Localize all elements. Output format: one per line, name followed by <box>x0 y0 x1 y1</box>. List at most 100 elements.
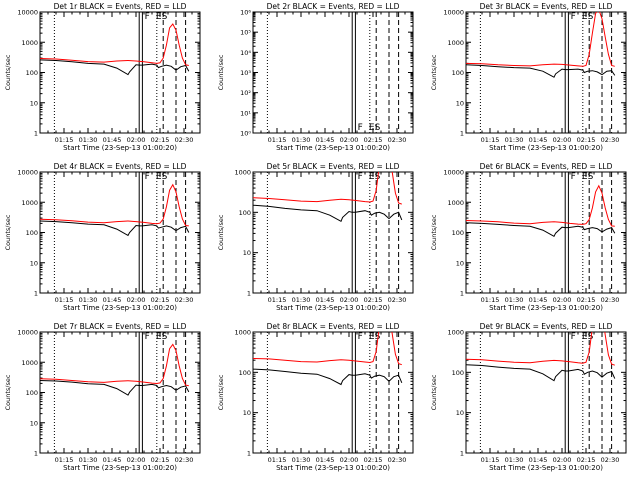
y-tick-label: 100 <box>26 389 38 397</box>
y-tick-label: 100 <box>239 369 251 377</box>
y-tick-label: 100 <box>452 369 464 377</box>
lld-series-line <box>466 12 615 67</box>
x-tick-label: 01:15 <box>481 456 500 464</box>
x-tick-label: 01:30 <box>505 296 524 304</box>
y-tick-label: 10 <box>243 409 251 417</box>
marker-label: ES <box>582 332 594 342</box>
marker-label: F <box>358 172 363 182</box>
x-tick-label: 01:45 <box>529 296 548 304</box>
x-tick-label: 02:00 <box>340 136 359 144</box>
y-tick-label: 10¹ <box>240 109 251 117</box>
y-tick-label: 1000 <box>234 329 251 337</box>
x-tick-label: 02:00 <box>340 296 359 304</box>
x-tick-label: 01:30 <box>79 296 98 304</box>
detector-panel-5: Det 5r BLACK = Events, RED = LLD 1 10 100 10… <box>217 162 414 312</box>
y-tick-label: 10 <box>30 99 38 107</box>
x-tick-label: 02:30 <box>175 296 194 304</box>
x-tick-label: 02:30 <box>601 456 620 464</box>
x-tick-label: 02:30 <box>175 456 194 464</box>
y-tick-label: 10 <box>456 99 464 107</box>
x-tick-label: 02:30 <box>388 296 407 304</box>
x-tick-label: 01:30 <box>505 136 524 144</box>
y-tick-label: 100 <box>26 229 38 237</box>
y-tick-label: 1 <box>460 290 464 298</box>
marker-label: ES <box>156 172 168 182</box>
marker-label: F <box>571 12 576 22</box>
x-axis-label: Start Time (23-Sep-13 01:00:20) <box>489 464 603 472</box>
x-tick-label: 02:30 <box>388 136 407 144</box>
lld-series-line <box>40 343 189 387</box>
marker-label: F <box>571 172 576 182</box>
lld-series-line <box>253 172 402 205</box>
x-tick-label: 01:45 <box>316 136 335 144</box>
lld-series-line <box>40 23 189 66</box>
marker-label: F <box>571 332 576 342</box>
x-tick-label: 02:15 <box>577 456 596 464</box>
x-tick-label: 02:15 <box>151 136 170 144</box>
y-axis-label: Counts/sec <box>4 374 12 410</box>
panel-title: Det 4r BLACK = Events, RED = LLD <box>54 162 187 171</box>
x-tick-label: 02:15 <box>151 456 170 464</box>
y-tick-label: 10⁴ <box>240 49 251 57</box>
x-tick-label: 01:15 <box>55 456 74 464</box>
y-tick-label: 10000 <box>443 169 464 177</box>
events-series-line <box>40 220 190 237</box>
x-tick-label: 02:30 <box>175 136 194 144</box>
detector-panel-8: Det 8r BLACK = Events, RED = LLD 1 10 100 10… <box>217 322 414 472</box>
y-axis-label: Counts/sec <box>4 214 12 250</box>
y-tick-label: 10000 <box>17 169 38 177</box>
x-tick-label: 02:15 <box>364 456 383 464</box>
x-tick-label: 02:15 <box>364 136 383 144</box>
x-tick-label: 02:15 <box>577 296 596 304</box>
x-tick-label: 01:45 <box>103 136 122 144</box>
x-tick-label: 01:15 <box>55 296 74 304</box>
x-axis-label: Start Time (23-Sep-13 01:00:20) <box>63 144 177 152</box>
detector-panel-2: Det 2r BLACK = Events, RED = LLD 10⁰ 10¹ 10… <box>217 2 414 152</box>
x-tick-label: 01:15 <box>481 136 500 144</box>
marker-label: F <box>145 332 150 342</box>
marker-label: ES <box>582 12 594 22</box>
y-tick-label: 100 <box>239 209 251 217</box>
y-tick-label: 1 <box>34 450 38 458</box>
events-series-line <box>466 222 616 237</box>
x-tick-label: 01:30 <box>292 136 311 144</box>
y-tick-label: 10³ <box>240 69 251 77</box>
lld-series-line <box>466 332 615 366</box>
x-tick-label: 01:45 <box>529 136 548 144</box>
detector-panel-3: Det 3r BLACK = Events, RED = LLD 1 10 100 10… <box>430 2 627 152</box>
x-tick-label: 02:15 <box>577 136 596 144</box>
y-tick-label: 1000 <box>21 39 38 47</box>
y-tick-label: 100 <box>26 69 38 77</box>
y-axis-label: Counts/sec <box>217 374 225 410</box>
y-axis-label: Counts/sec <box>217 214 225 250</box>
marker-label: ES <box>369 332 381 342</box>
panel-title: Det 8r BLACK = Events, RED = LLD <box>267 322 400 331</box>
x-tick-label: 02:15 <box>151 296 170 304</box>
y-tick-label: 10 <box>456 259 464 267</box>
x-tick-label: 01:15 <box>268 136 287 144</box>
x-tick-label: 02:00 <box>553 296 572 304</box>
y-tick-label: 10 <box>456 409 464 417</box>
panel-title: Det 6r BLACK = Events, RED = LLD <box>480 162 613 171</box>
marker-label: ES <box>156 12 168 22</box>
detector-panel-6: Det 6r BLACK = Events, RED = LLD 1 10 100 10… <box>430 162 627 312</box>
y-tick-label: 1 <box>460 450 464 458</box>
x-tick-label: 02:00 <box>127 136 146 144</box>
detector-panel-7: Det 7r BLACK = Events, RED = LLD 1 10 100 10… <box>4 322 201 472</box>
x-axis-label: Start Time (23-Sep-13 01:00:20) <box>276 464 390 472</box>
detector-panel-4: Det 4r BLACK = Events, RED = LLD 1 10 100 10… <box>4 162 201 312</box>
y-tick-label: 1 <box>247 450 251 458</box>
panel-title: Det 5r BLACK = Events, RED = LLD <box>267 162 400 171</box>
x-tick-label: 01:45 <box>316 296 335 304</box>
y-tick-label: 10 <box>30 419 38 427</box>
y-tick-label: 1000 <box>21 359 38 367</box>
lld-series-line <box>466 184 615 227</box>
y-axis-label: Counts/sec <box>217 54 225 90</box>
x-tick-label: 01:15 <box>55 136 74 144</box>
y-axis-label: Counts/sec <box>430 374 438 410</box>
events-series-line <box>253 368 403 386</box>
x-tick-label: 01:45 <box>103 296 122 304</box>
marker-label: ES <box>369 172 381 182</box>
x-tick-label: 02:00 <box>127 456 146 464</box>
